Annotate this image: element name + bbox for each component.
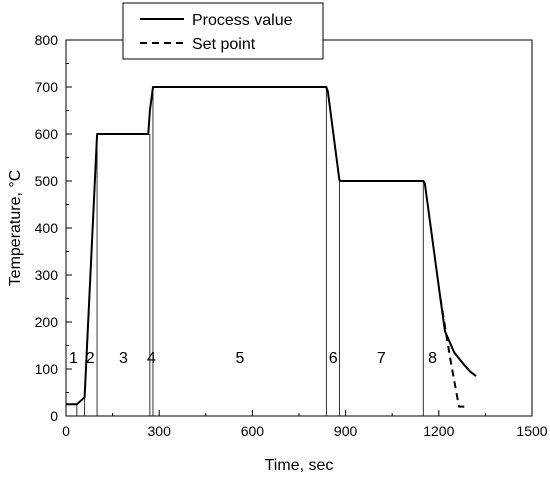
- phase-label: 7: [377, 350, 386, 367]
- plot-frame: [65, 39, 533, 417]
- x-axis-title: Time, sec: [265, 457, 334, 474]
- y-tick-label: 300: [35, 267, 59, 283]
- x-tick-label: 600: [241, 423, 265, 439]
- y-axis-title: Temperature, °C: [7, 170, 24, 287]
- x-tick-label: 0: [62, 423, 70, 439]
- axes-layer: 0 300 600 900 1200 1500 0 100 200 300 400 500 600 700…: [35, 32, 548, 439]
- legend-box: [122, 2, 324, 60]
- phase-label: 1: [69, 350, 78, 367]
- y-tick-label: 700: [35, 79, 59, 95]
- series-line-set-point: [439, 298, 467, 408]
- phase-label: 5: [236, 350, 245, 367]
- y-tick-label: 100: [35, 361, 59, 377]
- phase-label: 2: [86, 350, 95, 367]
- x-tick-label: 900: [334, 423, 358, 439]
- y-tick-label: 600: [35, 126, 59, 142]
- y-tick-label: 400: [35, 220, 59, 236]
- x-tick-label: 300: [148, 423, 172, 439]
- y-tick-label: 800: [35, 32, 59, 48]
- phase-label: 3: [119, 350, 128, 367]
- phase-label: 8: [428, 350, 437, 367]
- x-tick-label: 1500: [516, 423, 547, 439]
- y-tick-label: 500: [35, 173, 59, 189]
- y-tick-label: 0: [50, 408, 58, 424]
- legend-label-process-value: Process value: [192, 12, 293, 29]
- phase-label: 4: [147, 350, 156, 367]
- legend: Process value Set point: [122, 2, 324, 60]
- legend-label-set-point: Set point: [192, 36, 256, 53]
- series-layer: [66, 86, 477, 408]
- y-tick-label: 200: [35, 314, 59, 330]
- plot-lines: [76, 87, 424, 416]
- phase-label: 6: [329, 350, 338, 367]
- x-tick-label: 1200: [423, 423, 454, 439]
